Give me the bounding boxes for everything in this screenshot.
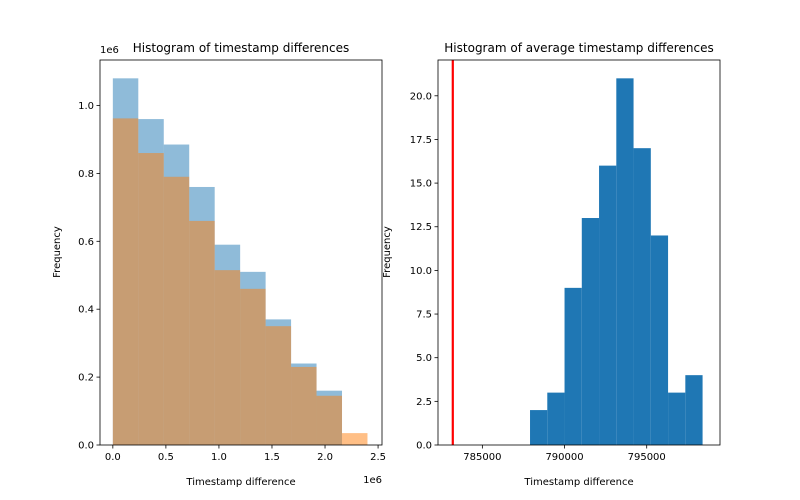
left-series1-bar-3 [189, 220, 215, 445]
left-series1-bar-6 [265, 326, 292, 445]
left-plot-frame [99, 59, 383, 446]
left-series1-bar-4 [214, 270, 241, 445]
right-y-tick-label-8: 20.0 [410, 91, 432, 102]
right-y-ticks: 0.0 2.5 5.0 7.5 10.0 12.5 15.0 17.5 20.0 [410, 91, 438, 452]
left-x-ticks: 0.0 0.5 1.0 1.5 2.0 2.5 [105, 445, 386, 463]
left-y-tick-label-4: 0.8 [78, 169, 94, 180]
right-series0-bar-9 [685, 375, 703, 445]
left-series1-bar-0 [112, 118, 139, 445]
left-series1-bar-5 [240, 288, 266, 445]
right-y-tick-label-5: 12.5 [410, 222, 432, 233]
right-series0-bar-2 [564, 287, 582, 445]
right-series0-bar-8 [668, 392, 686, 445]
left-y-tick-label-0: 0.0 [78, 441, 94, 452]
left-series1-bar-8 [316, 395, 343, 445]
left-x-tick-label-3: 1.5 [264, 452, 280, 463]
right-plot-frame [437, 59, 721, 446]
right-series0-bar-6 [633, 148, 651, 445]
right-x-axis-label: Timestamp difference [523, 477, 633, 488]
right-series0-bar-3 [581, 218, 600, 445]
left-x-tick-label-4: 2.0 [317, 452, 333, 463]
left-x-tick-label-1: 0.5 [158, 452, 174, 463]
left-x-tick-label-2: 1.0 [211, 452, 227, 463]
right-y-tick-label-1: 2.5 [416, 397, 432, 408]
right-histogram-panel: 785000 790000 795000 0.0 2.5 5.0 7.5 10.0 12.5 1… [382, 41, 721, 488]
left-x-tick-label-0: 0.0 [105, 452, 121, 463]
right-y-tick-label-6: 15.0 [410, 179, 432, 190]
right-series0-bar-1 [547, 392, 565, 445]
left-y-tick-label-2: 0.4 [78, 305, 94, 316]
left-x-tick-label-5: 2.5 [370, 452, 386, 463]
left-series1-bar-7 [291, 366, 317, 445]
right-y-tick-label-7: 17.5 [410, 135, 432, 146]
left-y-tick-label-3: 0.6 [78, 237, 94, 248]
right-x-ticks: 785000 790000 795000 [463, 445, 666, 463]
left-y-offset-label: 1e6 [100, 45, 119, 56]
right-x-tick-label-2: 795000 [628, 452, 666, 463]
right-series0-bar-5 [616, 78, 634, 445]
left-x-axis-label: Timestamp difference [185, 477, 295, 488]
left-y-axis-label: Frequency [52, 226, 63, 278]
right-series0-bar-7 [650, 235, 669, 445]
right-histogram-bars [530, 78, 703, 445]
left-y-ticks: 0.0 0.2 0.4 0.6 0.8 1.0 [78, 101, 100, 452]
left-histogram-bars [112, 78, 368, 446]
right-x-tick-label-0: 785000 [463, 452, 501, 463]
left-series1-bar-1 [138, 153, 164, 445]
right-chart-title: Histogram of average timestamp differenc… [444, 41, 713, 55]
right-x-tick-label-1: 790000 [545, 452, 583, 463]
left-y-tick-label-1: 0.2 [78, 373, 94, 384]
right-y-tick-label-4: 10.0 [410, 266, 432, 277]
right-y-axis-label: Frequency [382, 226, 393, 278]
right-series0-bar-4 [599, 165, 617, 445]
right-series0-bar-0 [530, 410, 548, 445]
left-y-tick-label-5: 1.0 [78, 101, 94, 112]
left-x-offset-label: 1e6 [363, 475, 382, 486]
left-series1-bar-9 [342, 433, 368, 445]
left-chart-title: Histogram of timestamp differences [133, 41, 349, 55]
left-histogram-panel: 0.0 0.5 1.0 1.5 2.0 2.5 0.0 0.2 0.4 0.6 0.8 1.0 Hi… [52, 41, 386, 488]
right-y-tick-label-3: 7.5 [416, 310, 432, 321]
right-y-tick-label-0: 0.0 [416, 441, 432, 452]
right-y-tick-label-2: 5.0 [416, 353, 432, 364]
left-series1-bar-2 [163, 176, 190, 445]
